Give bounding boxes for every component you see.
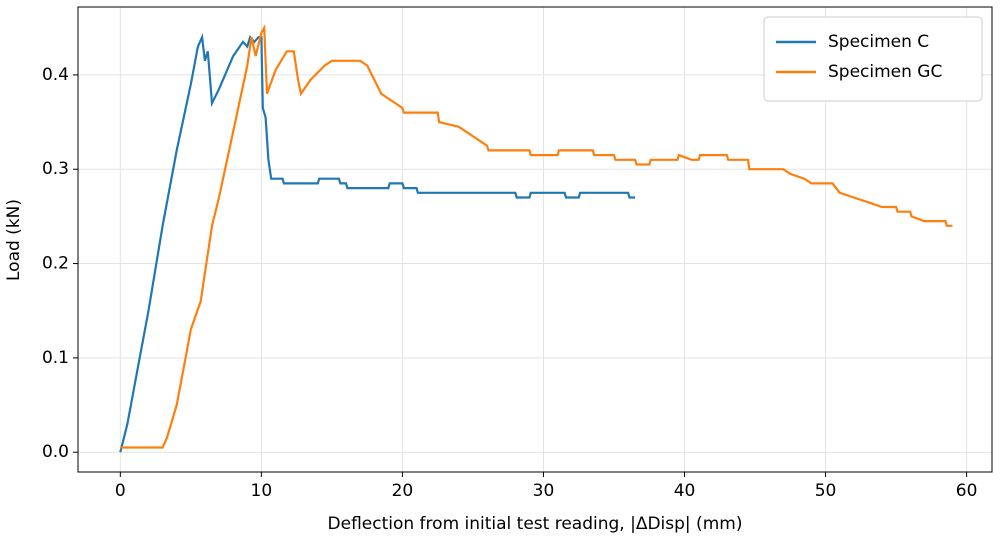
legend-label: Specimen GC xyxy=(828,62,942,82)
y-tick-label: 0.1 xyxy=(42,348,69,368)
x-axis-label: Deflection from initial test reading, |Δ… xyxy=(328,514,743,534)
data-line xyxy=(119,33,636,453)
y-tick-label: 0.2 xyxy=(42,254,69,274)
plot-frame xyxy=(77,6,993,473)
x-tick-label: 40 xyxy=(674,481,696,501)
y-tick-label: 0.4 xyxy=(42,65,69,85)
x-tick-label: 50 xyxy=(815,481,837,501)
data-line xyxy=(120,24,953,449)
x-tick-label: 20 xyxy=(392,481,414,501)
x-tick-label: 30 xyxy=(533,481,555,501)
x-tick-label: 60 xyxy=(956,481,978,501)
x-tick-label: 0 xyxy=(115,481,126,501)
y-tick-label: 0.3 xyxy=(42,159,69,179)
x-tick-label: 10 xyxy=(251,481,273,501)
y-axis-label: Load (kN) xyxy=(4,199,24,281)
legend-box xyxy=(763,16,983,102)
legend-label: Specimen C xyxy=(828,32,929,52)
y-tick-label: 0.0 xyxy=(42,442,69,462)
